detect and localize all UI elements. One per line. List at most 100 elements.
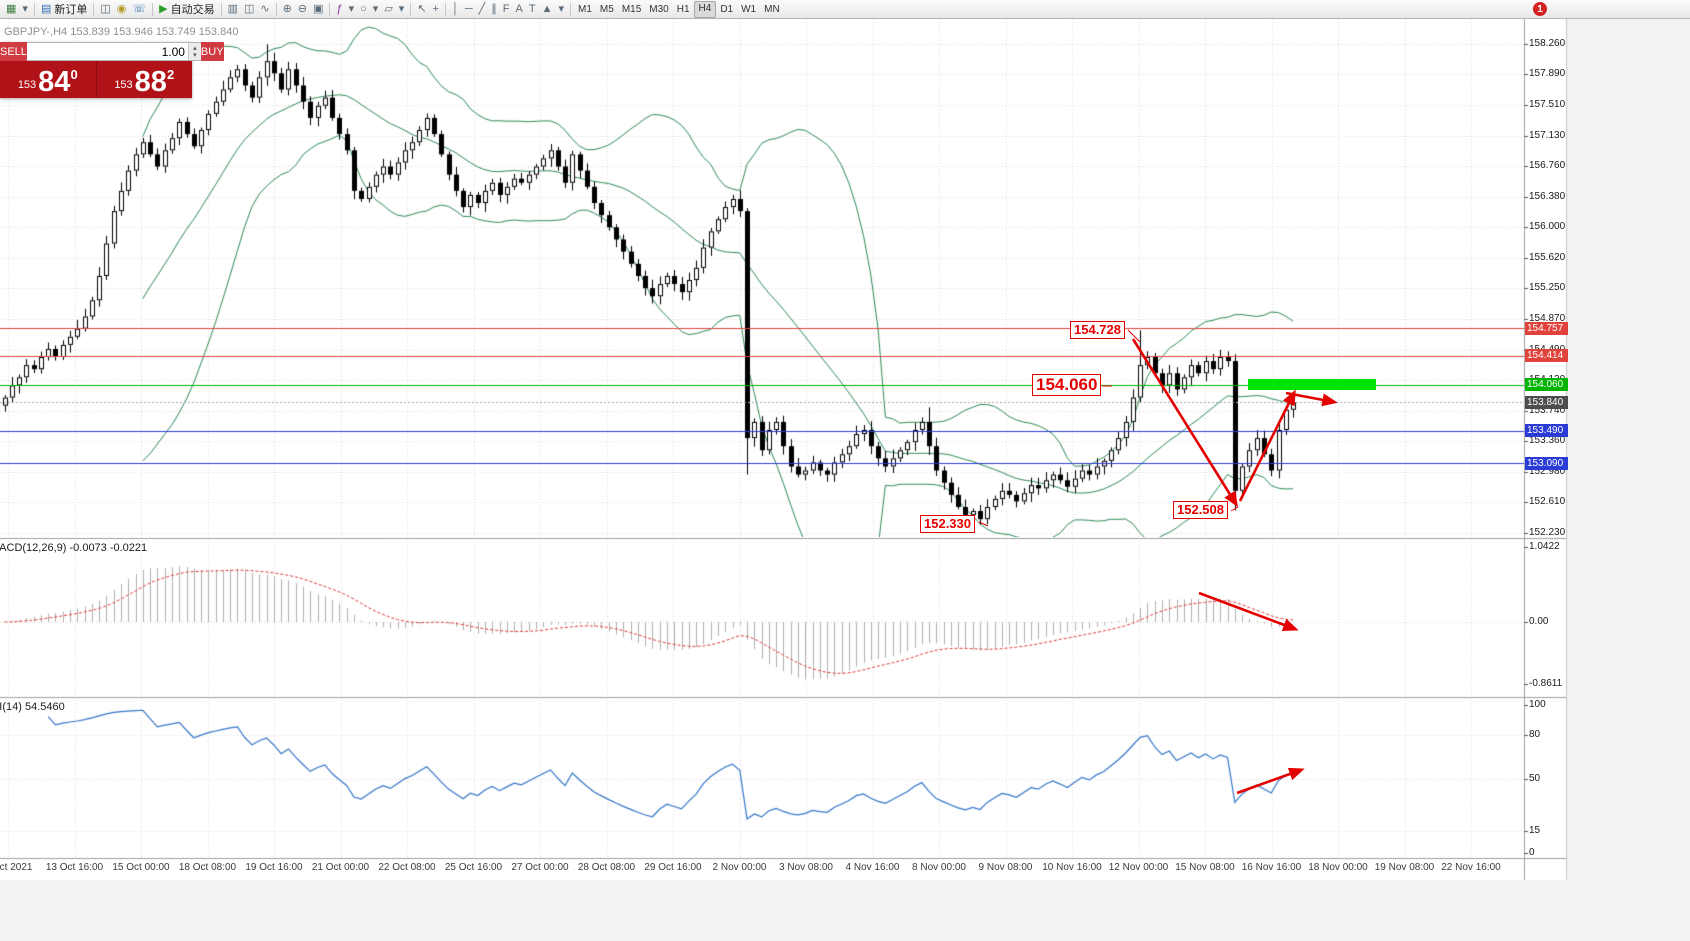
volume-field: ▴ ▾ bbox=[26, 42, 201, 61]
buy-price-button[interactable]: 153 88 2 bbox=[97, 61, 193, 98]
label-icon: T bbox=[528, 3, 536, 15]
timeframe-button-h1[interactable]: H1 bbox=[676, 3, 690, 15]
alerts-icon: ◉ bbox=[116, 3, 127, 15]
sell-price-button[interactable]: 153 84 0 bbox=[0, 61, 96, 98]
templates-icon[interactable]: ▱ bbox=[381, 1, 395, 17]
trendline-icon: ╱ bbox=[478, 3, 486, 15]
vertical-line-icon[interactable]: │ bbox=[449, 1, 462, 17]
indicators-caret-icon[interactable]: ▾ bbox=[346, 1, 358, 17]
sell-tab[interactable]: SELL bbox=[0, 42, 27, 61]
text-icon: A bbox=[515, 3, 523, 15]
templates-caret-icon[interactable]: ▾ bbox=[396, 1, 408, 17]
crosshair-icon[interactable]: + bbox=[430, 1, 442, 17]
zoom-in-icon: ⊕ bbox=[282, 3, 292, 15]
volume-down-icon[interactable]: ▾ bbox=[193, 51, 197, 59]
line-chart-mode-icon[interactable]: ∿ bbox=[257, 1, 272, 17]
support-icon: ☏ bbox=[132, 3, 147, 15]
timeframe-button-d1[interactable]: D1 bbox=[720, 3, 734, 15]
text-icon[interactable]: A bbox=[513, 1, 526, 17]
auto-trading-button: ▶ bbox=[159, 3, 168, 15]
templates-caret-icon: ▾ bbox=[398, 3, 405, 15]
horizontal-line-icon: ─ bbox=[464, 3, 473, 15]
shapes-icon: ▲ bbox=[541, 3, 553, 15]
bar-chart-mode-icon: ▥ bbox=[227, 3, 238, 15]
candlestick-mode-icon: ◫ bbox=[244, 3, 255, 15]
chart-symbol-ohlc: GBPJPY-,H4 153.839 153.946 153.749 153.8… bbox=[4, 26, 239, 38]
highlight-rectangle[interactable] bbox=[1248, 379, 1376, 390]
trendline-icon[interactable]: ╱ bbox=[476, 1, 489, 17]
indicators-icon[interactable]: ƒ bbox=[333, 1, 345, 17]
toolbar-separator bbox=[220, 2, 222, 16]
price-annotation-label[interactable]: 154.728 bbox=[1070, 321, 1125, 339]
new-chart-caret-icon[interactable]: ▾ bbox=[19, 1, 31, 17]
fibonacci-icon: F bbox=[502, 3, 510, 15]
tile-windows-icon: ▣ bbox=[313, 3, 324, 15]
macd-name: MACD(12,26,9) bbox=[0, 542, 67, 554]
templates-icon: ▱ bbox=[384, 3, 393, 15]
toolbar-separator bbox=[570, 2, 571, 16]
buy-tab[interactable]: BUY bbox=[200, 42, 224, 61]
cursor-icon[interactable]: ↖ bbox=[414, 1, 429, 17]
shapes-caret-icon: ▾ bbox=[558, 3, 564, 15]
fibonacci-icon[interactable]: F bbox=[500, 1, 513, 17]
shapes-icon[interactable]: ▲ bbox=[539, 1, 556, 17]
new-chart-icon: ▦ bbox=[6, 3, 17, 15]
alerts-icon[interactable]: ◉ bbox=[114, 1, 130, 17]
price-annotation-label[interactable]: 152.508 bbox=[1173, 501, 1228, 519]
volume-input[interactable] bbox=[26, 43, 188, 60]
indicators-caret-icon: ▾ bbox=[348, 3, 355, 15]
horizontal-line-icon[interactable]: ─ bbox=[462, 1, 476, 17]
periods-icon[interactable]: ○ bbox=[357, 1, 370, 17]
timeframe-button-w1[interactable]: W1 bbox=[741, 3, 757, 15]
new-chart-caret-icon: ▾ bbox=[22, 3, 28, 15]
notifications-icon[interactable]: 1 bbox=[1533, 2, 1547, 16]
timeframe-button-m1[interactable]: M1 bbox=[578, 3, 592, 15]
zoom-in-icon[interactable]: ⊕ bbox=[280, 1, 295, 17]
macd-values: -0.0073 -0.0221 bbox=[69, 542, 148, 554]
zoom-out-icon: ⊖ bbox=[297, 3, 308, 15]
channel-icon[interactable]: ∥ bbox=[488, 1, 500, 17]
rsi-indicator-label: RSI(14) 54.5460 bbox=[0, 701, 65, 713]
new-order-button: ▤ bbox=[40, 3, 52, 15]
auto-trading-button[interactable]: ▶ 自动交易 bbox=[156, 1, 217, 17]
new-chart-icon[interactable]: ▦ bbox=[3, 1, 19, 17]
vertical-line-icon: │ bbox=[451, 3, 459, 15]
volume-spinner[interactable]: ▴ ▾ bbox=[187, 43, 201, 60]
sell-price-point: 0 bbox=[70, 67, 78, 82]
price-annotation-label[interactable]: 152.330 bbox=[920, 515, 975, 533]
toolbar-separator bbox=[410, 2, 412, 16]
price-annotation-label[interactable]: 154.060 bbox=[1032, 374, 1102, 397]
toolbar-separator bbox=[329, 2, 331, 16]
shapes-caret-icon[interactable]: ▾ bbox=[555, 1, 567, 17]
timeframe-button-m5[interactable]: M5 bbox=[599, 3, 614, 15]
toolbar-separator bbox=[444, 2, 446, 16]
timeframe-button-mn[interactable]: MN bbox=[764, 3, 780, 15]
new-order-button-label: 新订单 bbox=[54, 4, 88, 16]
sell-price-pips: 84 bbox=[38, 66, 71, 98]
label-icon[interactable]: T bbox=[526, 1, 539, 17]
indicators-icon: ƒ bbox=[336, 3, 343, 15]
timeframe-button-m30[interactable]: M30 bbox=[649, 3, 669, 15]
timeframe-button-m15[interactable]: M15 bbox=[621, 3, 642, 15]
periods-caret-icon[interactable]: ▾ bbox=[370, 1, 382, 17]
bar-chart-mode-icon[interactable]: ▥ bbox=[225, 1, 241, 17]
zoom-out-icon[interactable]: ⊖ bbox=[295, 1, 310, 17]
toolbar-separator bbox=[93, 2, 95, 16]
support-icon[interactable]: ☏ bbox=[129, 1, 149, 17]
toolbar-separator bbox=[152, 2, 154, 16]
rsi-value: 54.5460 bbox=[24, 701, 65, 713]
tile-windows-icon[interactable]: ▣ bbox=[310, 1, 326, 17]
sell-price-figure: 153 bbox=[17, 79, 37, 91]
rsi-name: RSI(14) bbox=[0, 701, 22, 713]
volume-up-icon[interactable]: ▴ bbox=[193, 44, 197, 52]
new-order-button[interactable]: ▤ 新订单 bbox=[38, 1, 90, 17]
candlestick-mode-icon[interactable]: ◫ bbox=[241, 1, 257, 17]
timeframe-button-h4[interactable]: H4 bbox=[693, 0, 717, 18]
buy-price-point: 2 bbox=[166, 67, 175, 82]
chart-profiles-icon[interactable]: ◫ bbox=[97, 1, 113, 17]
price-divider bbox=[95, 61, 97, 98]
buy-price-figure: 153 bbox=[114, 79, 133, 91]
periods-caret-icon: ▾ bbox=[372, 3, 379, 15]
auto-trading-button-label: 自动交易 bbox=[170, 4, 215, 16]
